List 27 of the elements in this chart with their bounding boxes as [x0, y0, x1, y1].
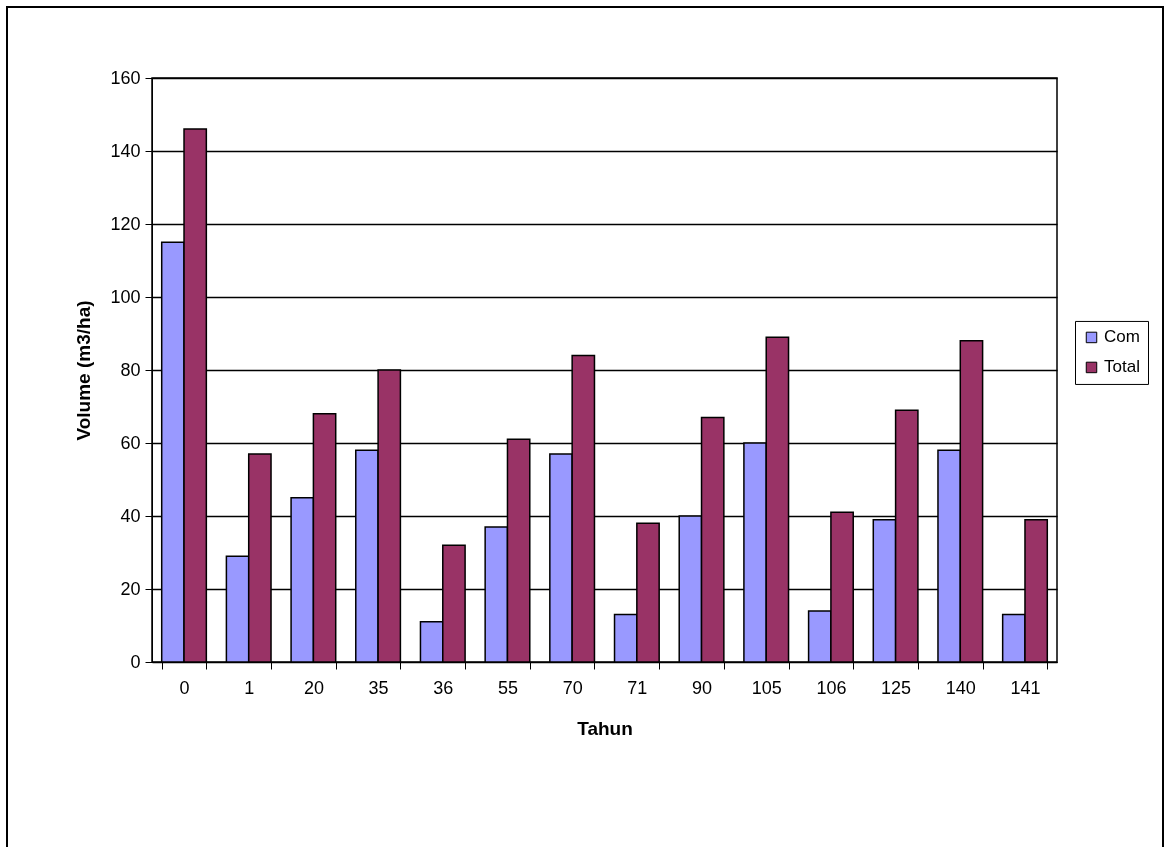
x-tick-label: 105	[751, 677, 782, 698]
y-tick-label: 40	[120, 505, 141, 526]
x-tick-label: 106	[816, 677, 847, 698]
y-axis-title: Volume (m3/ha)	[73, 300, 95, 441]
y-tick-label: 0	[130, 651, 141, 672]
x-tick-label: 1	[244, 677, 255, 698]
x-tick-label: 125	[881, 677, 912, 698]
y-tick-label: 60	[120, 432, 141, 453]
x-tick-label: 71	[627, 677, 648, 698]
x-tick-label: 55	[497, 677, 518, 698]
x-tick-label: 35	[368, 677, 389, 698]
x-tick-label: 70	[562, 677, 583, 698]
y-tick-label: 160	[110, 67, 141, 88]
x-tick-label: 36	[433, 677, 454, 698]
x-tick-label: 0	[179, 677, 190, 698]
x-tick-label: 20	[303, 677, 324, 698]
y-tick-label: 120	[110, 213, 141, 234]
y-tick-label: 80	[120, 359, 141, 380]
x-tick-label: 90	[692, 677, 713, 698]
x-tick-label: 141	[1010, 677, 1041, 698]
y-tick-label: 100	[110, 286, 141, 307]
legend-label: Com	[1104, 327, 1140, 347]
x-tick-label: 140	[945, 677, 976, 698]
y-tick-label: 20	[120, 578, 141, 599]
legend-label: Total	[1104, 357, 1140, 377]
x-axis-title: Tahun	[577, 717, 633, 739]
y-tick-label: 140	[110, 140, 141, 161]
